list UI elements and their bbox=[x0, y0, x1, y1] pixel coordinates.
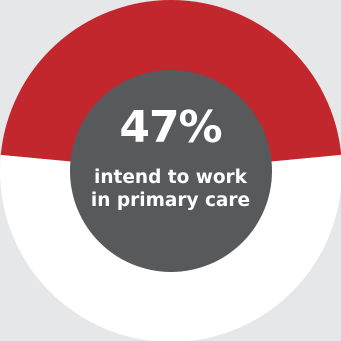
donut-center bbox=[70, 70, 272, 272]
caption-line-1: intend to work bbox=[94, 167, 247, 188]
caption-line-2: in primary care bbox=[90, 190, 251, 211]
percent-value: 47% bbox=[119, 102, 222, 153]
